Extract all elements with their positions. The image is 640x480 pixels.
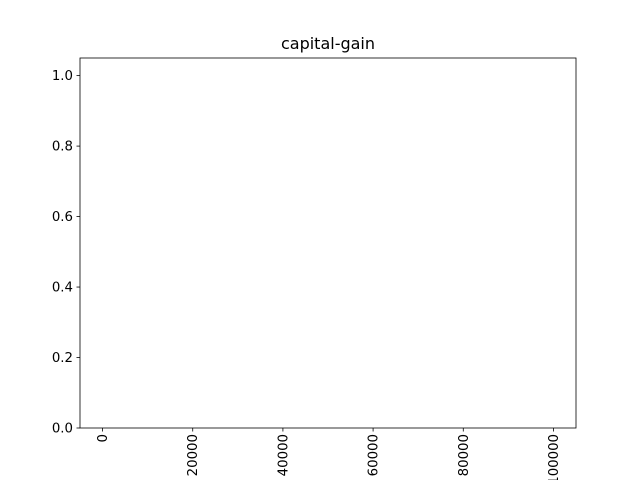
- y-tick-label: 1.0: [52, 69, 73, 84]
- x-tick-label: 80000: [457, 434, 472, 476]
- plot-area: [79, 57, 577, 429]
- x-tick-label: 60000: [367, 434, 382, 476]
- y-axis: 0.0 0.2 0.4 0.6 0.8 1.0: [52, 69, 80, 437]
- y-tick-label: 0.8: [52, 140, 73, 155]
- chart-title: capital-gain: [281, 34, 375, 53]
- y-tick-label: 0.6: [52, 210, 73, 225]
- x-tick-label: 100000: [547, 434, 562, 480]
- x-tick-label: 20000: [186, 434, 201, 476]
- x-axis: 0 20000 40000 60000 80000 100000: [96, 428, 562, 480]
- y-tick-label: 0.4: [52, 281, 73, 296]
- y-tick-label: 0.2: [52, 351, 73, 366]
- x-tick-label: 40000: [276, 434, 291, 476]
- y-tick-label: 0.0: [52, 422, 73, 437]
- x-tick-label: 0: [96, 434, 111, 442]
